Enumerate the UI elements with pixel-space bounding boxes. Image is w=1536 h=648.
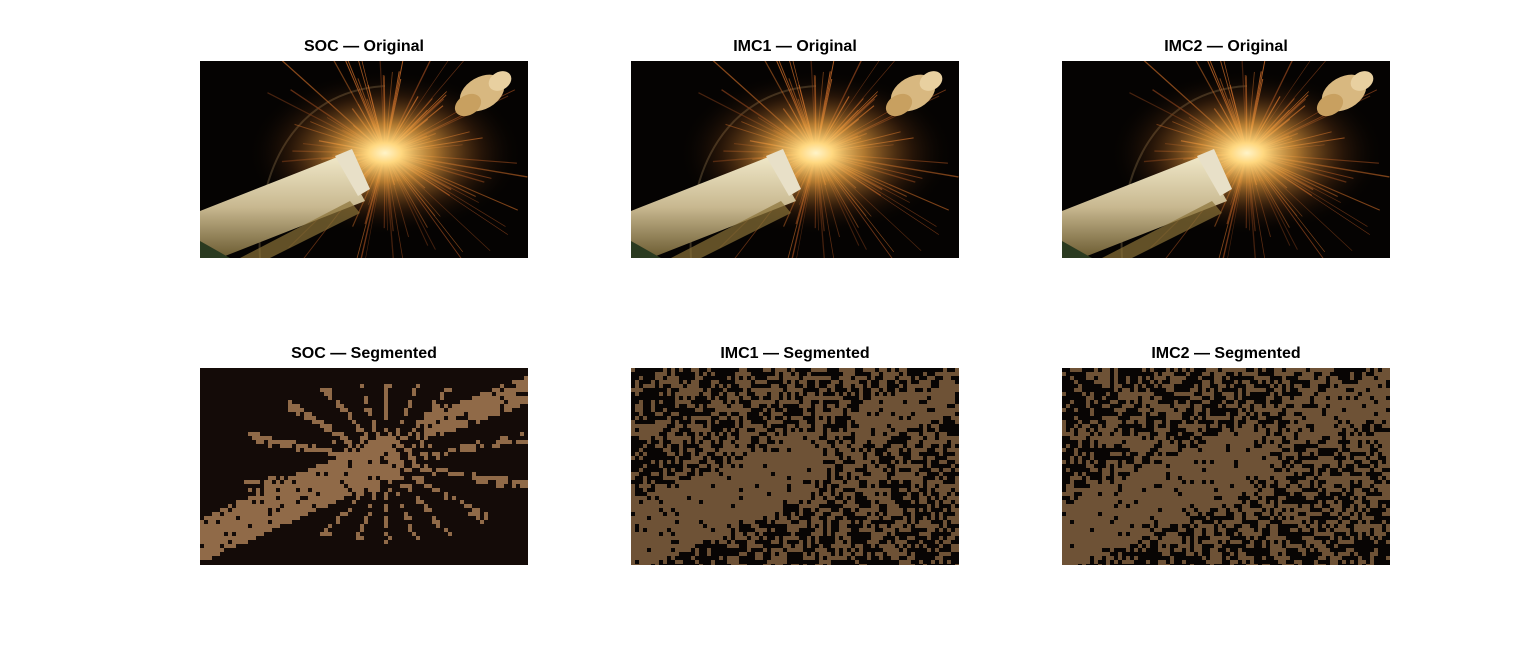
original-image: [1062, 61, 1390, 258]
segmented-image: [200, 368, 528, 565]
panel-title: IMC2 — Original: [1164, 38, 1288, 55]
panel-title: SOC — Segmented: [291, 345, 437, 362]
panel-title: IMC2 — Segmented: [1151, 345, 1301, 362]
original-image: [200, 61, 528, 258]
panel-title: SOC — Original: [303, 38, 424, 55]
original-image: [631, 61, 959, 258]
panel-title: IMC1 — Original: [733, 38, 857, 55]
panel-title: IMC1 — Segmented: [720, 345, 870, 362]
segmented-image: [631, 368, 959, 565]
segmented-image: [1062, 368, 1390, 565]
